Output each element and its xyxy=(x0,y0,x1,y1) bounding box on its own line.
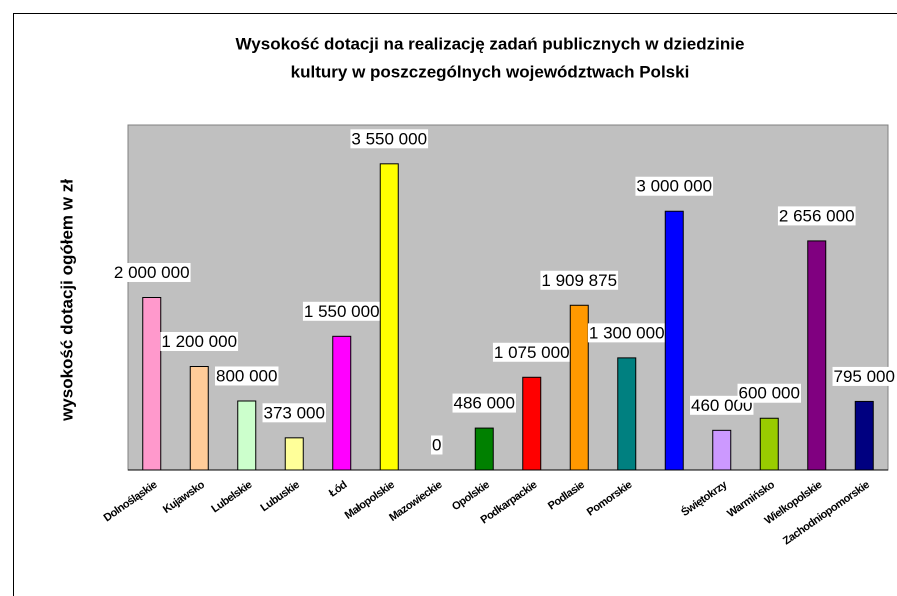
value-label: 800 000 xyxy=(216,366,277,385)
bar xyxy=(854,400,874,471)
value-label: 1 300 000 xyxy=(589,323,665,342)
value-label-bg xyxy=(492,342,571,362)
bar xyxy=(807,240,827,471)
value-label: 600 000 xyxy=(739,384,800,403)
value-label: 1 200 000 xyxy=(161,332,237,351)
value-label: 486 000 xyxy=(454,394,515,413)
bar xyxy=(189,366,209,471)
value-label-bg xyxy=(737,383,801,403)
value-label-bg xyxy=(777,206,856,226)
bar xyxy=(332,335,352,471)
value-label: 1 550 000 xyxy=(304,302,380,321)
value-label-bg xyxy=(350,129,429,149)
value-label: 2 000 000 xyxy=(114,263,190,282)
bar xyxy=(569,304,589,471)
chart-title: kultury w poszczególnych województwach P… xyxy=(291,62,690,81)
value-label: 460 000 xyxy=(691,396,752,415)
value-label-bg xyxy=(112,262,191,282)
value-label-bg xyxy=(832,366,896,386)
value-label-bg xyxy=(587,323,666,343)
value-label-bg xyxy=(452,393,516,413)
value-label: 373 000 xyxy=(264,403,325,422)
value-label: 2 656 000 xyxy=(779,206,855,225)
value-label-bg xyxy=(215,366,279,386)
bar xyxy=(712,429,732,471)
value-label: 0 xyxy=(432,435,441,454)
bar xyxy=(522,376,542,471)
bar xyxy=(379,163,399,471)
bar xyxy=(617,357,637,471)
value-label-bg xyxy=(635,176,714,196)
value-label-bg xyxy=(302,301,381,321)
bar xyxy=(284,437,304,471)
y-axis-label: wysokość dotacji ogółem w zł xyxy=(57,179,76,422)
value-label: 1 909 875 xyxy=(541,271,617,290)
bar xyxy=(759,417,779,471)
value-label-bg xyxy=(540,270,619,290)
value-label: 1 075 000 xyxy=(494,343,570,362)
value-label: 3 000 000 xyxy=(636,177,712,196)
value-label-bg xyxy=(431,435,443,455)
bar xyxy=(237,400,257,471)
value-label: 795 000 xyxy=(834,367,895,386)
value-label-bg xyxy=(262,403,326,423)
bar xyxy=(474,427,494,471)
chart-title: Wysokość dotacji na realizację zadań pub… xyxy=(236,34,745,53)
bar xyxy=(664,210,684,471)
bar xyxy=(142,297,162,471)
value-label-bg xyxy=(160,331,239,351)
value-label: 3 550 000 xyxy=(351,129,427,148)
